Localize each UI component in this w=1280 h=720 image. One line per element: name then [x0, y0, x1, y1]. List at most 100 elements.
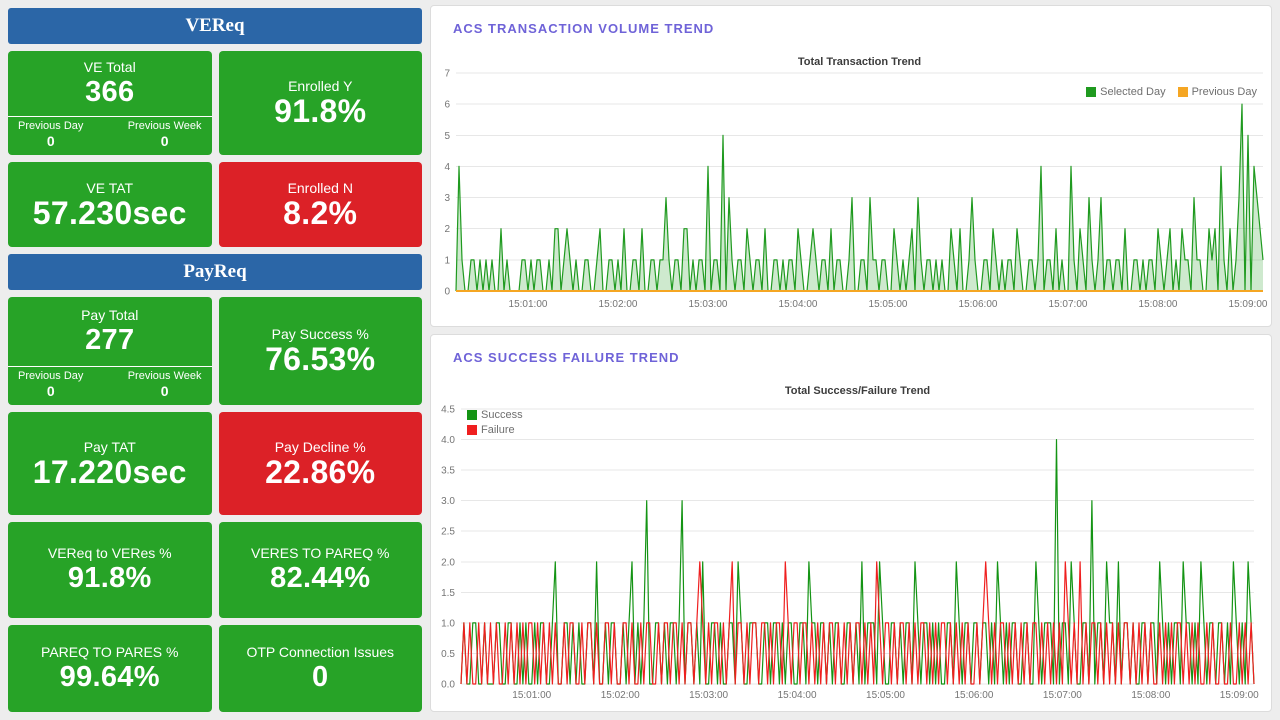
svg-text:15:03:00: 15:03:00	[689, 690, 728, 701]
volume-legend: Selected Day Previous Day	[1086, 86, 1257, 98]
volume-panel-title: ACS TRANSACTION VOLUME TREND	[453, 21, 715, 36]
ve-total-value: 366	[85, 75, 135, 108]
svg-text:0.5: 0.5	[441, 649, 455, 660]
kpi-panel: VEReq VE Total 366 Previous Day 0 Previo…	[8, 8, 422, 712]
pay-decline-label: Pay Decline %	[274, 438, 366, 455]
pay-success-label: Pay Success %	[271, 326, 369, 342]
svg-text:15:02:00: 15:02:00	[601, 690, 640, 701]
legend-item-failure: Failure	[467, 424, 515, 436]
pay-success-value: 76.53%	[265, 341, 376, 377]
vereq-section-header: VEReq	[8, 8, 422, 44]
pay-prev-day-label: Previous Day	[18, 370, 84, 382]
ve-prev-week-label: Previous Week	[127, 120, 202, 132]
svg-text:15:04:00: 15:04:00	[778, 690, 817, 701]
pareq-to-pares-label: PAREQ TO PARES %	[41, 643, 179, 660]
divider	[8, 366, 212, 367]
svg-text:15:04:00: 15:04:00	[779, 299, 818, 310]
pay-tat-label: Pay TAT	[83, 438, 136, 455]
legend-label: Failure	[481, 424, 515, 436]
pay-prev-day-value: 0	[46, 383, 55, 399]
success-swatch-icon	[467, 410, 477, 420]
ve-prev-day-label: Previous Day	[18, 120, 84, 132]
svg-text:15:08:00: 15:08:00	[1139, 299, 1178, 310]
svg-text:7: 7	[444, 69, 450, 80]
svg-text:4: 4	[444, 162, 450, 173]
otp-issues-tile: OTP Connection Issues 0	[218, 625, 422, 712]
pareq-to-pares-value: 99.64%	[59, 660, 160, 693]
otp-issues-label: OTP Connection Issues	[246, 643, 395, 660]
legend-item-success: Success	[467, 409, 523, 421]
vereq-to-veres-tile: VEReq to VERes % 91.8%	[8, 522, 212, 618]
enrolled-n-tile: Enrolled N 8.2%	[218, 162, 422, 247]
vereq-to-veres-value: 91.8%	[67, 562, 152, 594]
legend-label: Selected Day	[1100, 86, 1166, 98]
enrolled-n-value: 8.2%	[283, 194, 358, 231]
svg-text:2.5: 2.5	[441, 527, 455, 538]
pay-success-tile: Pay Success % 76.53%	[218, 297, 422, 405]
success-failure-legend: Success Failure	[467, 409, 523, 436]
svg-text:15:01:00: 15:01:00	[512, 690, 551, 701]
svg-text:15:07:00: 15:07:00	[1049, 299, 1088, 310]
payreq-section-header: PayReq	[8, 254, 422, 290]
enrolled-y-tile: Enrolled Y 91.8%	[218, 51, 422, 155]
veres-to-pareq-value: 82.44%	[270, 562, 371, 594]
enrolled-y-label: Enrolled Y	[288, 78, 353, 94]
ve-total-tile: VE Total 366 Previous Day 0 Previous Wee…	[8, 51, 212, 155]
svg-text:4.0: 4.0	[441, 435, 455, 446]
ve-tat-value: 57.230sec	[32, 194, 187, 231]
svg-text:6: 6	[444, 100, 450, 111]
svg-text:5: 5	[444, 131, 450, 142]
svg-text:15:09:00: 15:09:00	[1220, 690, 1259, 701]
vereq-to-veres-label: VEReq to VERes %	[47, 545, 172, 561]
ve-tat-tile: VE TAT 57.230sec	[8, 162, 212, 247]
transaction-volume-chart[interactable]: 0 1 2 3 4 5 6 7 15:01:00 15:02:00 15:03:00 15:04:00…	[431, 6, 1271, 326]
svg-text:15:02:00: 15:02:00	[599, 299, 638, 310]
veres-to-pareq-tile: VERES TO PAREQ % 82.44%	[218, 522, 422, 618]
pay-decline-value: 22.86%	[265, 453, 376, 490]
svg-text:4.5: 4.5	[441, 405, 455, 416]
acs-transaction-volume-card: ACS TRANSACTION VOLUME TREND Total Trans…	[430, 5, 1272, 327]
svg-text:2.0: 2.0	[441, 557, 455, 568]
previous-day-swatch-icon	[1177, 87, 1188, 97]
pay-decline-tile: Pay Decline % 22.86%	[218, 412, 422, 515]
acs-success-failure-card: ACS SUCCESS FAILURE TREND Total Success/…	[430, 334, 1272, 712]
svg-text:1: 1	[444, 255, 450, 266]
enrolled-y-value: 91.8%	[274, 93, 367, 129]
legend-item-selected-day: Selected Day	[1086, 86, 1166, 98]
veres-to-pareq-label: VERES TO PAREQ %	[251, 545, 390, 561]
svg-text:0: 0	[444, 287, 450, 298]
divider	[8, 116, 212, 117]
svg-text:3: 3	[444, 193, 450, 204]
ve-prev-day-value: 0	[46, 133, 55, 149]
success-failure-chart[interactable]: 0.0 0.5 1.0 1.5 2.0 2.5 3.0 3.5 4.0 4.5 15:01:00 15…	[431, 335, 1271, 711]
ve-prev-week-value: 0	[160, 133, 169, 149]
svg-text:15:03:00: 15:03:00	[689, 299, 728, 310]
svg-text:2: 2	[444, 224, 450, 235]
svg-text:15:05:00: 15:05:00	[866, 690, 905, 701]
pay-total-tile: Pay Total 277 Previous Day 0 Previous We…	[8, 297, 212, 405]
svg-text:15:07:00: 15:07:00	[1043, 690, 1082, 701]
svg-text:15:05:00: 15:05:00	[869, 299, 908, 310]
legend-label: Success	[481, 409, 523, 421]
pay-prev-week-value: 0	[160, 383, 169, 399]
svg-text:15:06:00: 15:06:00	[959, 299, 998, 310]
pay-total-label: Pay Total	[81, 306, 139, 323]
selected-day-swatch-icon	[1086, 87, 1097, 97]
pay-total-value: 277	[85, 323, 135, 356]
otp-issues-value: 0	[312, 660, 329, 693]
success-failure-panel-title: ACS SUCCESS FAILURE TREND	[453, 350, 680, 365]
enrolled-n-label: Enrolled N	[287, 179, 353, 196]
svg-text:15:01:00: 15:01:00	[509, 299, 548, 310]
volume-chart-title: Total Transaction Trend	[797, 56, 922, 68]
ve-tat-label: VE TAT	[86, 179, 134, 196]
pay-tat-value: 17.220sec	[32, 453, 187, 490]
svg-text:15:08:00: 15:08:00	[1131, 690, 1170, 701]
svg-text:3.0: 3.0	[441, 496, 455, 507]
ve-total-label: VE Total	[83, 58, 136, 75]
svg-text:15:09:00: 15:09:00	[1229, 299, 1268, 310]
svg-text:1.0: 1.0	[441, 618, 455, 629]
svg-text:1.5: 1.5	[441, 588, 455, 599]
svg-text:15:06:00: 15:06:00	[954, 690, 993, 701]
legend-item-previous-day: Previous Day	[1177, 86, 1257, 98]
